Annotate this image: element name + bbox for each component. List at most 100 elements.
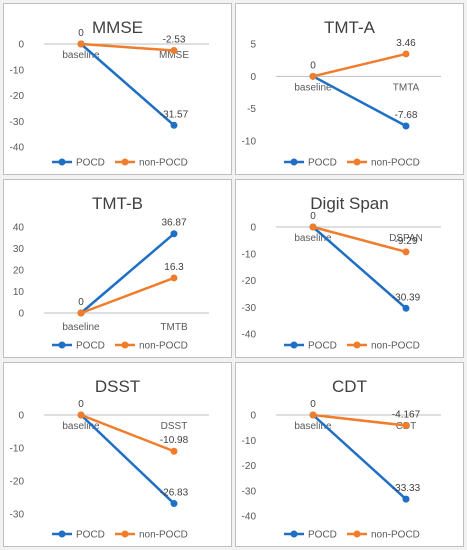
y-tick-label: 10 <box>13 287 25 298</box>
y-tick-label: -10 <box>10 65 25 76</box>
y-tick-label: -30 <box>242 303 257 314</box>
series-line-pocd <box>80 43 175 127</box>
chart-panel-dsst: DSST 0 -10 -20 -30 baseline DSST 0 -26.83 -10.98… <box>3 362 232 547</box>
data-point-pocd <box>170 121 178 129</box>
data-label: 0 <box>310 60 316 71</box>
data-label: 0 <box>78 399 84 410</box>
x-category-label: TMTA <box>393 82 420 93</box>
data-label: -30.39 <box>392 292 421 303</box>
y-tick-label: 30 <box>13 244 25 255</box>
series-line-non-pocd <box>80 413 175 453</box>
chart-svg: 5 0 -5 -10 baseline TMTA 0 -7.68 3.46 POCD non-POC… <box>242 38 441 169</box>
data-label: -33.33 <box>392 483 421 494</box>
data-point-non-pocd <box>402 50 410 58</box>
data-point-pocd <box>170 230 178 238</box>
y-tick-label: -20 <box>242 461 257 472</box>
y-tick-label: 0 <box>18 40 24 51</box>
y-tick-label: -30 <box>10 510 25 521</box>
legend-entry: POCD <box>308 530 337 541</box>
y-tick-label: 0 <box>250 223 256 234</box>
data-point-pocd <box>170 500 178 508</box>
data-label: 3.46 <box>396 38 416 49</box>
y-tick-label: -5 <box>247 104 256 115</box>
data-label: 0 <box>310 399 316 410</box>
data-label: 0 <box>78 28 84 39</box>
data-label: -31.57 <box>160 109 189 120</box>
y-tick-label: -10 <box>242 249 257 260</box>
x-category-label: baseline <box>294 82 332 93</box>
x-category-label: baseline <box>294 233 332 244</box>
chart-panel-mmse: MMSE 0 -10 -20 -30 -40 baseline MMSE 0 -31.57 -2.… <box>3 3 232 175</box>
data-label: -9.29 <box>395 236 418 247</box>
legend-swatch-marker <box>290 341 298 349</box>
y-tick-label: -10 <box>242 436 257 447</box>
data-point-pocd <box>402 495 410 503</box>
y-tick-label: -20 <box>10 91 25 102</box>
y-tick-label: -20 <box>242 276 257 287</box>
data-label: -10.98 <box>160 435 189 446</box>
data-point-non-pocd <box>77 411 85 419</box>
x-category-label: DSST <box>161 421 188 432</box>
series-line-non-pocd <box>80 42 175 52</box>
chart-title: CDT <box>332 377 367 396</box>
legend-entry: POCD <box>76 158 105 169</box>
chart-title: MMSE <box>92 18 143 37</box>
series-line-pocd <box>80 414 175 505</box>
legend-swatch-marker <box>353 341 361 349</box>
legend-entry: non-POCD <box>139 341 188 352</box>
legend-swatch-marker <box>121 158 129 166</box>
chart-title: TMT-B <box>92 194 143 213</box>
legend-swatch-marker <box>121 530 129 538</box>
data-label: 36.87 <box>161 218 186 229</box>
data-point-non-pocd <box>77 40 85 48</box>
y-tick-label: -30 <box>10 117 25 128</box>
series-line-non-pocd <box>312 413 407 427</box>
data-point-non-pocd <box>402 422 410 430</box>
series-line-non-pocd <box>312 225 407 254</box>
data-point-non-pocd <box>170 47 178 55</box>
data-label: -26.83 <box>160 488 189 499</box>
data-label: 0 <box>78 297 84 308</box>
series-line-pocd <box>312 414 407 501</box>
x-category-label: baseline <box>62 50 100 61</box>
data-label: -4.167 <box>392 410 421 421</box>
chart-svg: 0 -10 -20 -30 baseline DSST 0 -26.83 -10.98 POCD n… <box>10 399 209 541</box>
data-label: -7.68 <box>395 110 418 121</box>
data-point-pocd <box>402 122 410 130</box>
chart-panel-tmta: TMT-A 5 0 -5 -10 baseline TMTA 0 -7.68 3.46 POCD n… <box>235 3 464 175</box>
series-line-pocd <box>312 75 407 128</box>
data-point-non-pocd <box>309 223 317 231</box>
data-point-non-pocd <box>170 274 178 282</box>
data-point-non-pocd <box>170 447 178 455</box>
legend-entry: POCD <box>76 530 105 541</box>
data-label: -2.53 <box>163 35 186 46</box>
data-point-non-pocd <box>309 411 317 419</box>
data-label: 0 <box>310 211 316 222</box>
legend-swatch-marker <box>353 158 361 166</box>
y-tick-label: 0 <box>18 309 24 320</box>
y-tick-label: -40 <box>242 330 257 341</box>
x-category-label: baseline <box>62 421 100 432</box>
data-point-non-pocd <box>77 309 85 317</box>
x-category-label: MMSE <box>159 50 189 61</box>
x-category-label: TMTB <box>160 322 188 333</box>
series-line-pocd <box>80 232 175 314</box>
y-tick-label: 0 <box>250 411 256 422</box>
y-tick-label: 5 <box>250 40 256 51</box>
legend-swatch-marker <box>353 530 361 538</box>
chart-title: TMT-A <box>324 18 375 37</box>
legend-entry: non-POCD <box>371 158 420 169</box>
chart-svg: 0-10-20-30-40baselineCDT0-33.33-4.167POC… <box>242 399 441 541</box>
data-label: 16.3 <box>164 262 184 273</box>
chart-panel-tmtb: TMT-B 40 30 20 10 0 baseline TMTB 0 36.87 16.3 POC… <box>3 179 232 358</box>
chart-panel-digit-span: Digit Span 0 -10 -20 -30 -40 baseline DSPAN 0 -3… <box>235 179 464 358</box>
chart-svg: 0 -10 -20 -30 -40 baseline DSPAN 0 -30.39 -9.29 PO… <box>242 211 441 352</box>
legend-entry: non-POCD <box>139 158 188 169</box>
series-line-non-pocd <box>312 52 407 78</box>
y-tick-label: 20 <box>13 266 25 277</box>
legend-entry: POCD <box>76 341 105 352</box>
series-line-non-pocd <box>80 276 175 315</box>
chart-panel-cdt: CDT 0-10-20-30-40baselineCDT0-33.33-4.16… <box>235 362 464 547</box>
legend-entry: POCD <box>308 158 337 169</box>
